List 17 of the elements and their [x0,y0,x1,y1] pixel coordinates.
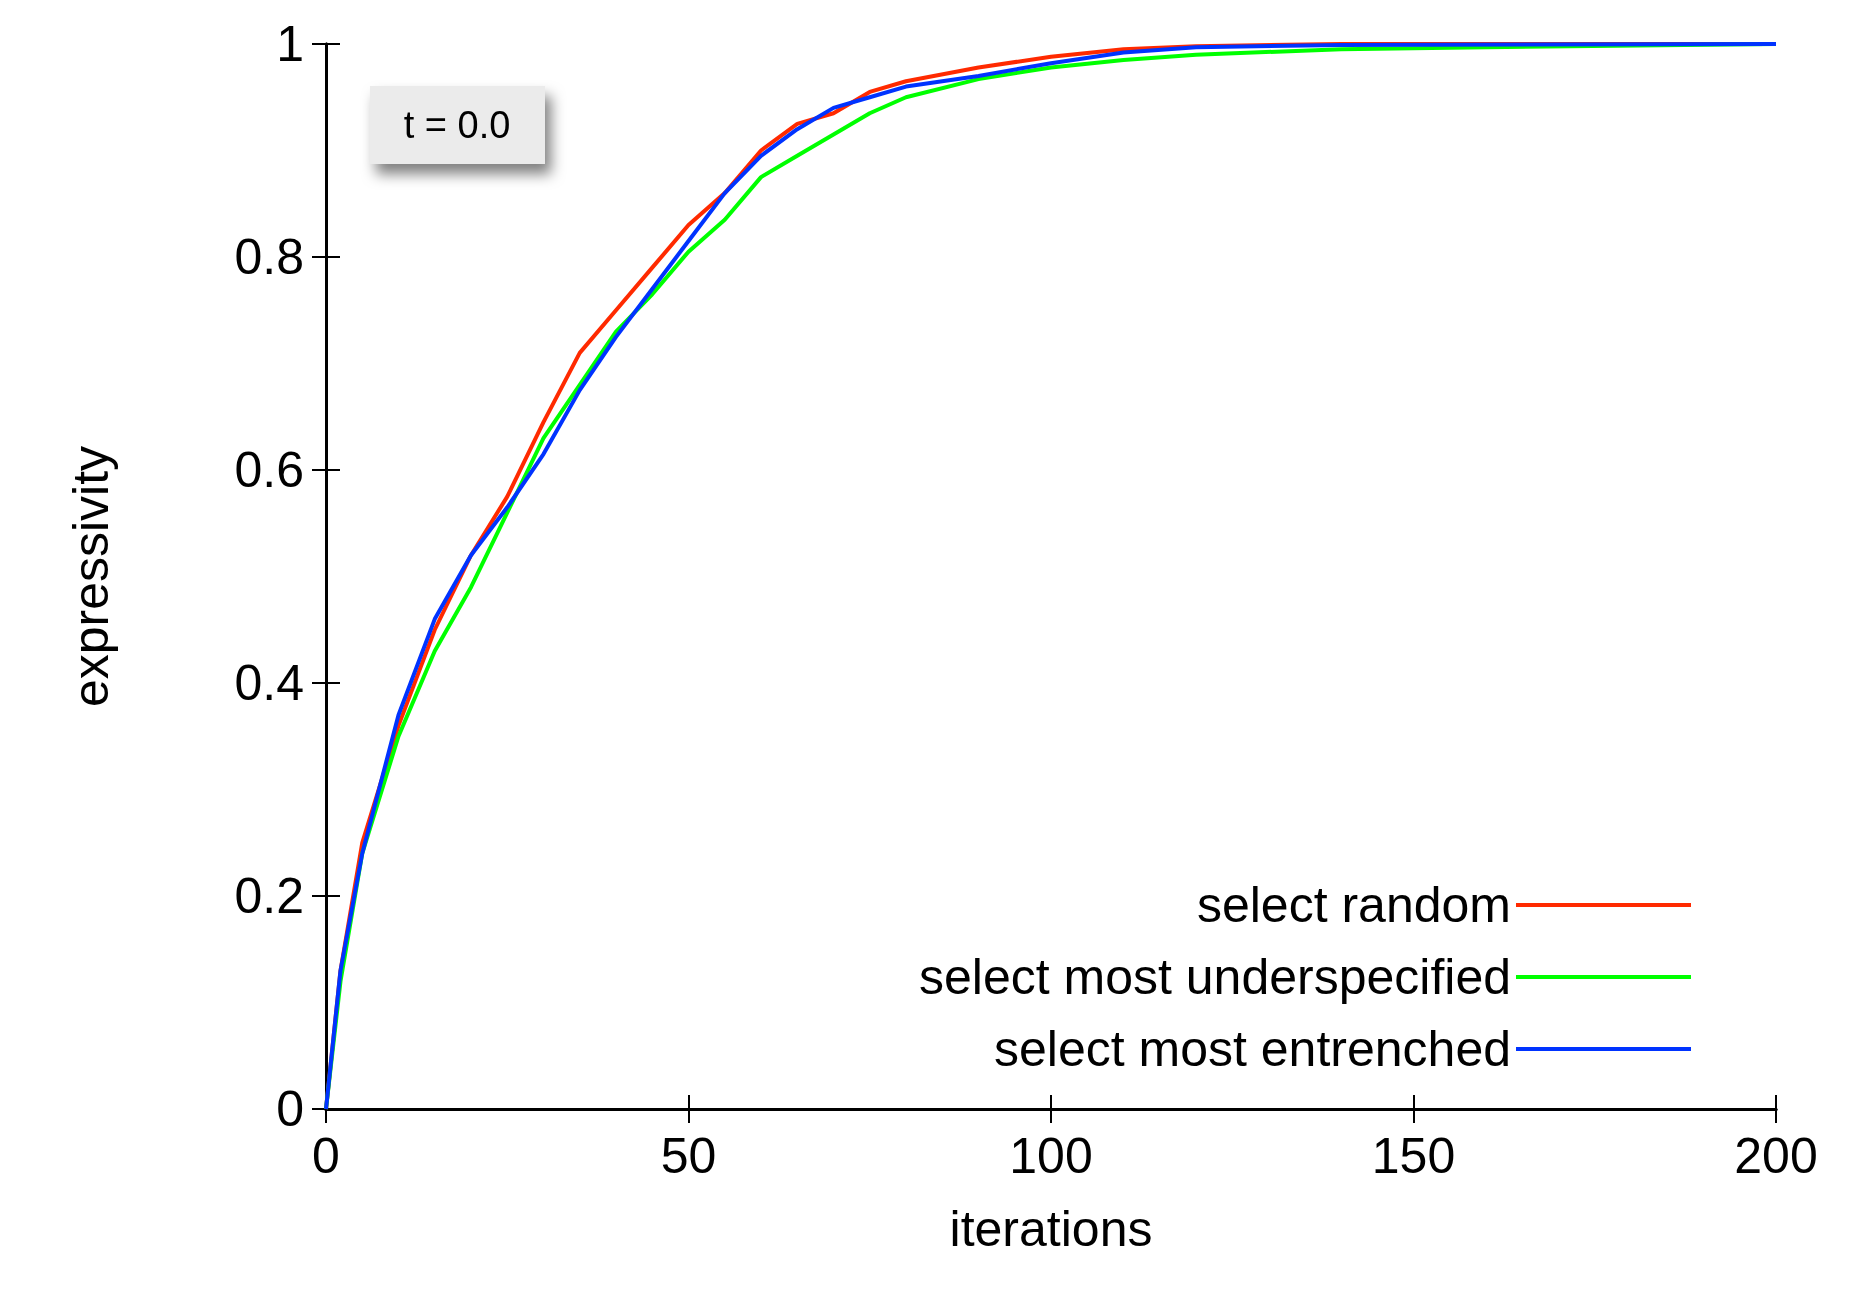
x-tick-label: 200 [1734,1128,1818,1184]
x-tick-label: 150 [1371,1128,1456,1184]
y-tick-label: 0.4 [234,655,304,711]
legend-label: select most entrenched [994,1021,1511,1077]
y-tick-label: 0.6 [234,442,304,498]
x-tick-label: 100 [1009,1128,1093,1184]
x-axis-title: iterations [949,1201,1153,1257]
y-tick-label: 0.2 [234,868,304,924]
y-tick-label: 0 [276,1081,304,1137]
y-tick-label: 0.8 [234,229,304,285]
legend-label: select most underspecified [919,949,1511,1005]
annotation: t = 0.0 [403,104,511,146]
x-tick-label: 50 [660,1128,717,1184]
y-tick-label: 1 [276,16,304,72]
x-tick-label: 0 [312,1128,340,1184]
legend-label: select random [1196,877,1511,933]
y-axis-title: expressivity [63,445,119,708]
